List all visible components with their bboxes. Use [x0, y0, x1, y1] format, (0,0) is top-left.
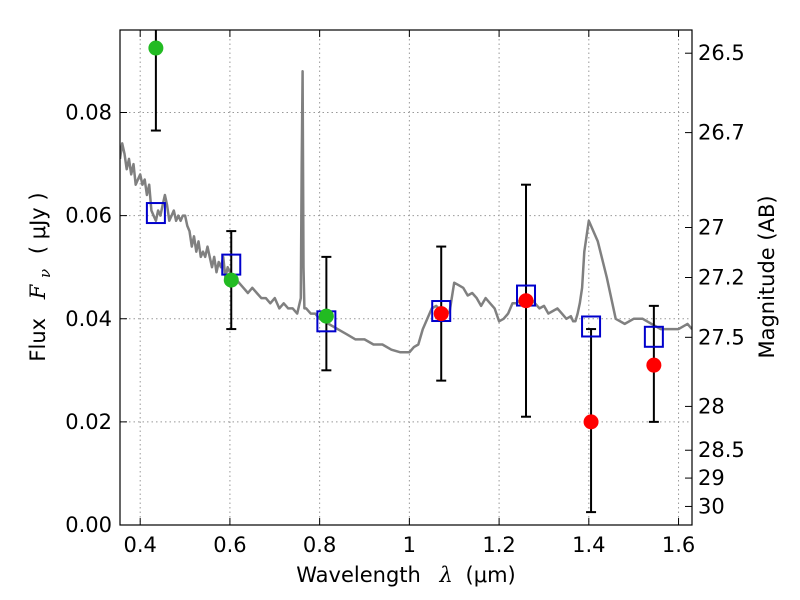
x-tick-label: 0.6	[213, 533, 246, 557]
y2-axis-label: Magnitude (AB)	[755, 195, 779, 358]
y-axis-label-unit: ( μJy )	[26, 192, 50, 254]
x-tick-label: 1.2	[482, 533, 515, 557]
x-tick-label: 1.6	[662, 533, 695, 557]
model-flux-square	[145, 202, 166, 225]
y2-tick-label: 27.2	[698, 266, 745, 290]
x-axis-label-unit: (μm)	[466, 563, 516, 587]
y-axis-label-subscript: ν	[36, 269, 54, 278]
nir-point	[433, 306, 449, 322]
y2-tick-label: 29	[698, 466, 725, 490]
optical-point	[318, 308, 334, 324]
x-tick-label: 1.4	[572, 533, 605, 557]
model-flux-square	[643, 325, 664, 348]
y2-tick-label: 27	[698, 215, 725, 239]
x-tick-label: 0.8	[303, 533, 336, 557]
model-flux-layer	[145, 202, 664, 348]
y2-tick-label: 30	[698, 494, 725, 518]
optical-point	[223, 272, 239, 288]
nir-point	[583, 414, 599, 430]
y-axis-label-symbol: F	[26, 283, 50, 300]
model-spectrum-layer	[120, 70, 692, 354]
measured-points-layer	[148, 40, 662, 430]
y2-tick-label: 28.5	[698, 438, 745, 462]
nir-point	[646, 357, 662, 373]
y-tick-label: 0.02	[65, 410, 112, 434]
y-tick-label: 0.00	[65, 513, 112, 537]
x-tick-label: 1	[403, 533, 416, 557]
y-axis-label: Flux F ν ( μJy )	[26, 192, 55, 361]
axis-ticks: 0.4 0.6 0.8 1 1.2 1.4 1.6 0.00 0.02 0.04 0.06 0.08 2…	[65, 30, 745, 557]
y-tick-label: 0.04	[65, 307, 112, 331]
model-spectrum-line	[120, 70, 692, 354]
nir-point	[518, 293, 534, 309]
x-axis-label-symbol: λ	[439, 563, 453, 587]
y2-tick-label: 27.5	[698, 325, 745, 349]
y2-tick-label: 26.5	[698, 41, 745, 65]
optical-point	[148, 40, 164, 56]
model-flux-square	[581, 315, 602, 338]
y-tick-label: 0.08	[65, 101, 112, 125]
y-axis-label-prefix: Flux	[26, 318, 50, 362]
x-axis-label: Wavelength λ (μm)	[296, 563, 515, 587]
x-tick-label: 0.4	[123, 533, 156, 557]
y2-tick-label: 26.7	[698, 121, 745, 145]
y2-tick-label: 28	[698, 394, 725, 418]
x-axis-label-prefix: Wavelength	[296, 563, 421, 587]
y-tick-label: 0.06	[65, 204, 112, 228]
